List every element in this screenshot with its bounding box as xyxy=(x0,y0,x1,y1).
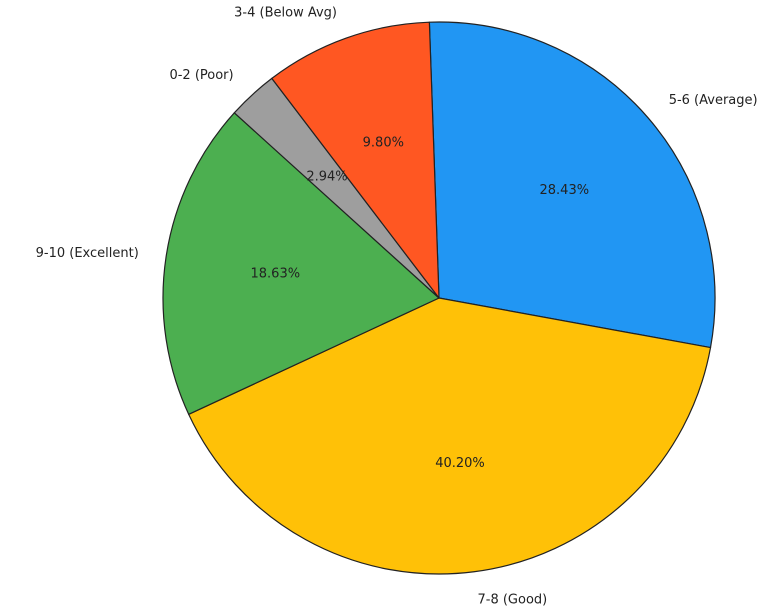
pie-category-label: 0-2 (Poor) xyxy=(169,68,233,83)
pie-category-label: 7-8 (Good) xyxy=(478,593,548,608)
pie-slice-9-10-excellent xyxy=(162,112,440,415)
pie-category-label: 3-4 (Below Avg) xyxy=(234,6,337,21)
pie-percent-label: 2.94% xyxy=(306,170,347,185)
pie-slice-3-4-below-avg xyxy=(271,21,440,299)
pie-percent-label: 40.20% xyxy=(435,456,485,471)
pie-category-label: 9-10 (Excellent) xyxy=(36,246,139,261)
pie-slice-5-6-average xyxy=(428,21,716,349)
pie-slice-7-8-good xyxy=(188,297,712,575)
pie-percent-label: 9.80% xyxy=(363,136,404,151)
pie-percent-label: 18.63% xyxy=(251,267,301,282)
slices-layer xyxy=(162,21,716,575)
pie-percent-label: 28.43% xyxy=(540,183,590,198)
pie-category-label: 5-6 (Average) xyxy=(669,93,758,108)
labels-layer: 28.43% 5-6 (Average) 40.20% 7-8 (Good) 18.63… xyxy=(36,6,758,608)
